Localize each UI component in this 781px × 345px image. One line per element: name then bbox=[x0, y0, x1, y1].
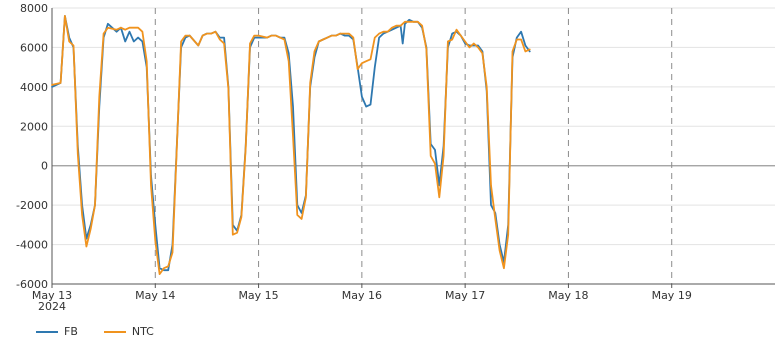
y-tick-label: -2000 bbox=[16, 199, 48, 212]
y-tick-label: -4000 bbox=[16, 239, 48, 252]
y-tick-label: 0 bbox=[41, 160, 48, 173]
x-tick-label: May 19 bbox=[652, 289, 692, 302]
x-tick-label: May 14 bbox=[135, 289, 175, 302]
series-line-fb bbox=[51, 15, 531, 272]
x-tick-label: May 15 bbox=[238, 289, 278, 302]
x-tick-label: May 18 bbox=[548, 289, 588, 302]
grid bbox=[52, 7, 775, 285]
y-tick-label: 2000 bbox=[20, 120, 48, 133]
x-tick-label: May 17 bbox=[445, 289, 485, 302]
legend: FB NTC bbox=[36, 325, 154, 338]
y-tick-label: 4000 bbox=[20, 81, 48, 94]
legend-label-fb: FB bbox=[64, 325, 78, 338]
series-line-ntc bbox=[51, 15, 531, 275]
legend-item-ntc[interactable]: NTC bbox=[103, 325, 154, 338]
legend-label-ntc: NTC bbox=[131, 325, 154, 338]
y-tick-label: 8000 bbox=[20, 2, 48, 15]
axes: -6000 -4000 -2000 0 2000 4000 6000 8000 May 1320… bbox=[16, 2, 775, 313]
legend-swatch-fb bbox=[36, 330, 58, 333]
y-tick-label: -6000 bbox=[16, 278, 48, 291]
legend-swatch-ntc bbox=[103, 330, 126, 333]
x-tick-label: May 13 bbox=[32, 289, 72, 302]
y-tick-label: 6000 bbox=[20, 41, 48, 54]
x-tick-label: May 16 bbox=[342, 289, 382, 302]
x-tick-sublabel: 2024 bbox=[38, 300, 66, 313]
series-layer bbox=[51, 15, 531, 275]
legend-item-fb[interactable]: FB bbox=[36, 325, 78, 338]
